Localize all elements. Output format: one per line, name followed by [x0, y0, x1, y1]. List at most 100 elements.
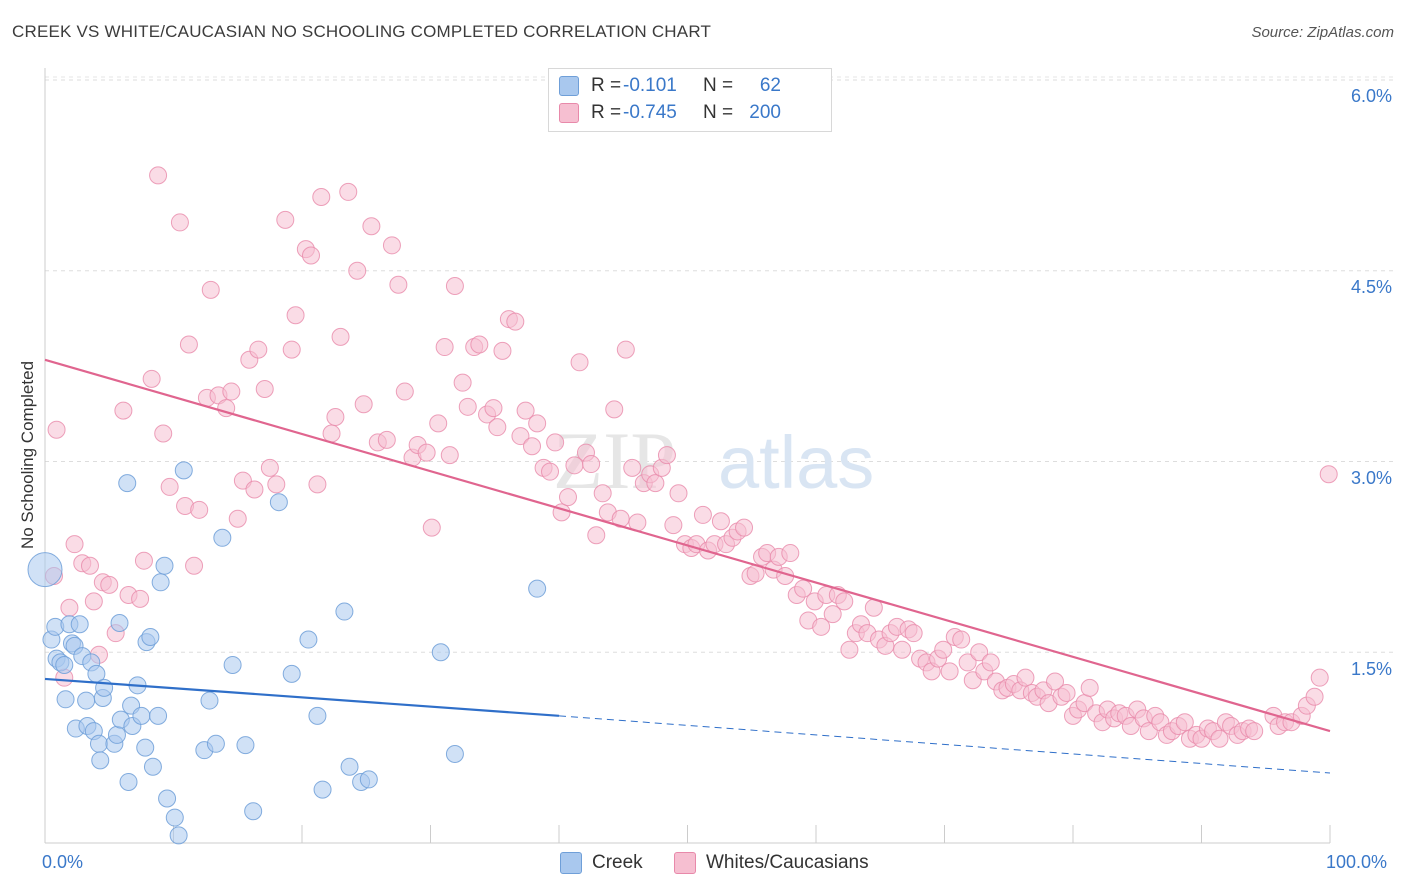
- legend-label-creek: Creek: [592, 852, 643, 873]
- white-point: [657, 446, 676, 465]
- white-point: [267, 475, 286, 494]
- white-trend-line: [44, 358, 1331, 733]
- white-point: [970, 643, 989, 662]
- axes: [44, 68, 1331, 844]
- white-point: [516, 401, 535, 420]
- white-point: [160, 477, 179, 496]
- y-axis-label: No Schooling Completed: [18, 360, 37, 550]
- white-point: [149, 166, 168, 185]
- n-label: N =: [703, 75, 734, 96]
- white-point: [354, 395, 373, 414]
- white-point: [249, 340, 268, 359]
- white-point: [558, 488, 577, 507]
- series-legend: Creek Whites/Caucasians: [0, 852, 1406, 878]
- creek-point: [200, 691, 219, 710]
- white-point: [484, 399, 503, 418]
- white-point: [201, 280, 220, 299]
- white-point: [1057, 683, 1076, 702]
- white-point: [339, 182, 358, 201]
- creek-point: [528, 579, 547, 598]
- white-point: [664, 516, 683, 535]
- y-tick-label: 6.0%: [1350, 86, 1392, 106]
- white-point: [422, 518, 441, 537]
- white-point: [904, 624, 923, 643]
- white-point: [429, 414, 448, 433]
- white-point: [1305, 687, 1324, 706]
- white-point: [301, 246, 320, 265]
- creek-point: [313, 780, 332, 799]
- r-value: -0.101: [623, 75, 677, 96]
- white-point: [142, 369, 161, 388]
- white-point: [812, 617, 831, 636]
- white-point: [276, 210, 295, 229]
- white-point: [1245, 722, 1264, 741]
- creek-point: [282, 664, 301, 683]
- n-value: 62: [759, 75, 781, 96]
- y-tick-label: 1.5%: [1350, 659, 1392, 679]
- white-point: [417, 443, 436, 462]
- white-point: [1310, 668, 1329, 687]
- creek-point: [244, 802, 263, 821]
- white-point: [228, 509, 247, 528]
- white-point: [80, 556, 99, 575]
- white-swatch: [674, 852, 696, 874]
- white-point: [114, 401, 133, 420]
- creek-point: [70, 615, 89, 634]
- creek-point: [308, 706, 327, 725]
- white-point: [60, 598, 79, 617]
- white-point: [958, 653, 977, 672]
- creek-point: [445, 744, 464, 763]
- white-point: [1319, 465, 1338, 484]
- creek-point: [213, 528, 232, 547]
- white-point: [669, 484, 688, 503]
- white-point: [348, 261, 367, 280]
- white-point: [528, 414, 547, 433]
- white-point: [458, 397, 477, 416]
- white-point: [940, 662, 959, 681]
- white-point: [981, 653, 1000, 672]
- white-point: [623, 458, 642, 477]
- white-point: [593, 484, 612, 503]
- white-point: [222, 382, 241, 401]
- white-point: [1080, 678, 1099, 697]
- white-point: [440, 446, 459, 465]
- y-tick-label: 3.0%: [1350, 468, 1392, 488]
- white-point: [523, 437, 542, 456]
- white-point: [1210, 729, 1229, 748]
- white-point: [260, 458, 279, 477]
- legend-row-creek: R = -0.101 N = 62: [559, 73, 781, 99]
- creek-point: [110, 614, 129, 633]
- white-point: [546, 433, 565, 452]
- creek-point: [149, 706, 168, 725]
- white-point: [1175, 713, 1194, 732]
- creek-point: [223, 655, 242, 674]
- creek-point: [141, 627, 160, 646]
- creek-point: [359, 770, 378, 789]
- white-point: [331, 327, 350, 346]
- white-point: [389, 275, 408, 294]
- creek-point: [151, 573, 170, 592]
- r-value: -0.745: [623, 102, 677, 123]
- creek-trend-extension: [558, 715, 1331, 774]
- white-point: [794, 579, 813, 598]
- white-point: [470, 335, 489, 354]
- white-point: [362, 217, 381, 236]
- correlation-legend: R = -0.101 N = 62 R = -0.745 N = 200: [548, 68, 832, 132]
- white-point: [835, 592, 854, 611]
- white-point: [893, 640, 912, 659]
- white-point: [582, 455, 601, 474]
- creek-point: [143, 757, 162, 776]
- legend-item-creek: Creek: [560, 852, 643, 874]
- legend-label-white: Whites/Caucasians: [706, 852, 869, 873]
- white-point: [154, 424, 173, 443]
- creek-point: [299, 630, 318, 649]
- white-point: [245, 480, 264, 499]
- white-point: [286, 306, 305, 325]
- white-point: [179, 335, 198, 354]
- r-label: R =: [591, 102, 622, 123]
- creek-point: [132, 706, 151, 725]
- creek-point: [155, 556, 174, 575]
- creek-point: [174, 461, 193, 480]
- white-point: [453, 373, 472, 392]
- creek-point: [119, 772, 138, 791]
